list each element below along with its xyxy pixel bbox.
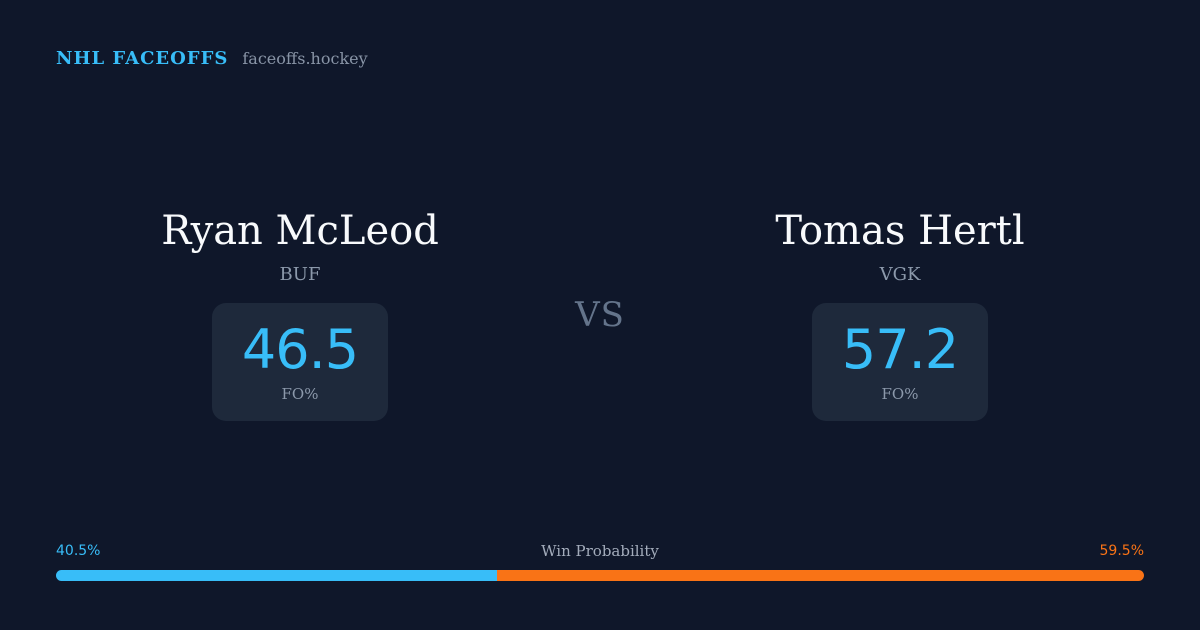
player-name: Ryan McLeod — [161, 208, 439, 254]
player-team: BUF — [279, 264, 321, 285]
versus-label: VS — [575, 295, 625, 335]
win-probability-bar-right — [496, 570, 1144, 581]
player-team: VGK — [879, 264, 921, 285]
win-probability-left: 40.5% — [56, 543, 101, 559]
player-name: Tomas Hertl — [775, 208, 1025, 254]
win-probability-title: Win Probability — [541, 542, 659, 560]
brand-name: NHL FACEOFFS — [56, 48, 229, 69]
player-card-left: Ryan McLeod BUF 46.5 FO% — [40, 205, 560, 421]
faceoff-percentage-value: 46.5 — [241, 318, 359, 381]
faceoff-percentage-label: FO% — [881, 385, 919, 403]
faceoff-stat-card: 46.5 FO% — [211, 303, 389, 421]
brand-header: NHL FACEOFFS faceoffs.hockey — [56, 48, 368, 69]
faceoff-percentage-value: 57.2 — [841, 318, 959, 381]
faceoff-stat-card: 57.2 FO% — [811, 303, 989, 421]
win-probability-bar-left — [56, 570, 497, 581]
faceoff-percentage-label: FO% — [281, 385, 319, 403]
brand-site: faceoffs.hockey — [242, 49, 368, 68]
win-probability-right: 59.5% — [1099, 543, 1144, 559]
win-probability-labels: 40.5% Win Probability 59.5% — [56, 542, 1144, 560]
win-probability-bar — [56, 570, 1144, 581]
player-card-right: Tomas Hertl VGK 57.2 FO% — [640, 205, 1160, 421]
